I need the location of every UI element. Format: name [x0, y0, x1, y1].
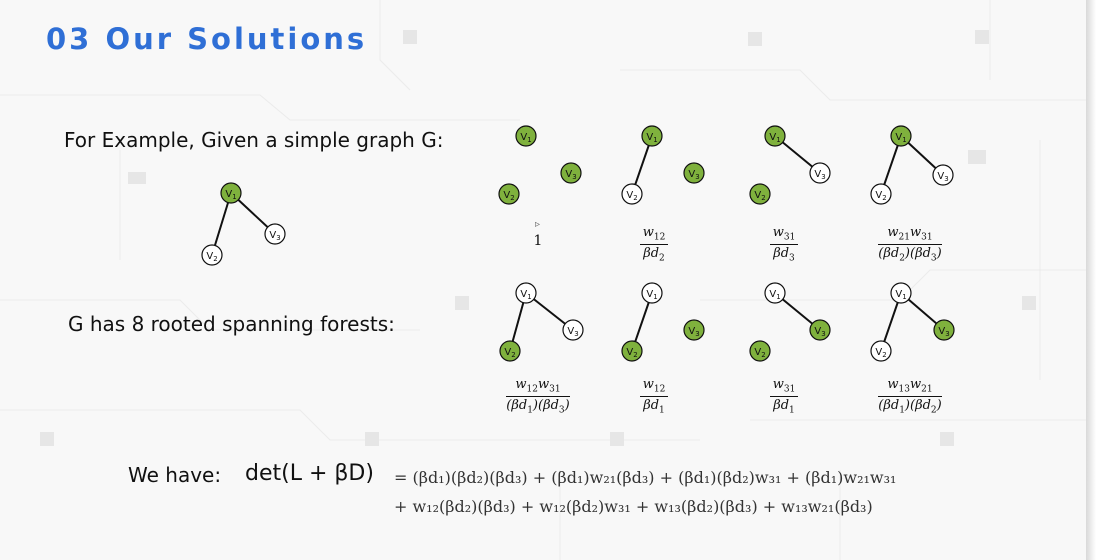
forest-weight-8: w13w21 (βd1)(βd2): [878, 377, 942, 416]
node-v3: V3: [562, 319, 584, 341]
svg-text:V1: V1: [520, 132, 531, 144]
svg-text:V2: V2: [504, 347, 515, 359]
svg-text:V2: V2: [206, 251, 217, 263]
node-v2: V2: [621, 183, 643, 205]
forests-label: G has 8 rooted spanning forests:: [68, 312, 395, 336]
spanning-forest-3: V1 V2 V3: [749, 125, 831, 205]
spanning-forest-7: V1 V2 V3: [749, 282, 831, 362]
forest-weight-4: w21w31 (βd2)(βd3): [878, 225, 942, 264]
svg-text:V3: V3: [814, 169, 825, 181]
svg-text:V2: V2: [875, 347, 886, 359]
node-v3: V3: [933, 319, 955, 341]
forest-weight-2: w12 βd2: [604, 225, 704, 263]
node-v3: V3: [932, 164, 954, 186]
forest-weight-7: w31 βd1: [734, 377, 834, 415]
edge-v1-v2: [211, 192, 232, 256]
node-v3: V3: [264, 223, 286, 245]
node-v3: V3: [683, 319, 705, 341]
graph-g: V1 V2 V3: [201, 182, 286, 266]
spanning-forest-1: V1 V2 V3: [498, 125, 582, 205]
forest-weight-3: w31 βd3: [734, 225, 834, 263]
node-v2: V2: [201, 244, 223, 266]
forest-weight-5: w12w31 (βd1)(βd3): [506, 377, 570, 416]
node-v2: V2: [870, 183, 892, 205]
svg-text:V2: V2: [626, 190, 637, 202]
svg-text:V3: V3: [937, 171, 948, 183]
svg-text:V3: V3: [688, 169, 699, 181]
example-label: For Example, Given a simple graph G:: [64, 128, 444, 152]
node-v2: V2: [499, 340, 521, 362]
svg-text:V3: V3: [269, 230, 280, 242]
forest-weight-6: w12 βd1: [604, 377, 704, 415]
spanning-forest-2: V1 V2 V3: [621, 125, 705, 205]
node-v1: V1: [515, 282, 537, 304]
spanning-forest-6: V1 V2 V3: [621, 282, 705, 362]
svg-text:V2: V2: [626, 347, 637, 359]
node-v1: V1: [764, 125, 786, 147]
node-v1: V1: [641, 282, 663, 304]
svg-text:V2: V2: [754, 347, 765, 359]
node-v1: V1: [890, 125, 912, 147]
node-v3: V3: [809, 162, 831, 184]
svg-text:V3: V3: [565, 169, 576, 181]
svg-text:V3: V3: [688, 326, 699, 338]
svg-text:V1: V1: [646, 132, 657, 144]
node-v2: V2: [621, 340, 643, 362]
we-have-label: We have:: [128, 463, 222, 487]
svg-text:V2: V2: [875, 190, 886, 202]
node-v3: V3: [560, 162, 582, 184]
slide-edge: [1086, 0, 1096, 560]
node-v1: V1: [220, 182, 242, 204]
spanning-forest-4: V1 V2 V3: [870, 125, 954, 205]
svg-text:V1: V1: [769, 289, 780, 301]
node-v3: V3: [809, 319, 831, 341]
node-v1: V1: [515, 125, 537, 147]
svg-text:V3: V3: [938, 326, 949, 338]
node-v1: V1: [890, 282, 912, 304]
svg-text:V3: V3: [567, 326, 578, 338]
determinant-expression: det(L + βD): [245, 461, 374, 486]
node-v1: V1: [641, 125, 663, 147]
node-v2: V2: [870, 340, 892, 362]
node-v1: V1: [764, 282, 786, 304]
forest-weight-1: 1: [533, 233, 543, 249]
svg-text:V2: V2: [503, 190, 514, 202]
spanning-forest-8: V1 V2 V3: [870, 282, 955, 362]
node-v2: V2: [498, 183, 520, 205]
svg-text:V1: V1: [520, 289, 531, 301]
svg-text:V1: V1: [225, 189, 236, 201]
svg-text:V1: V1: [895, 289, 906, 301]
svg-text:V1: V1: [895, 132, 906, 144]
svg-text:V2: V2: [754, 190, 765, 202]
equation-line-1: = (βd₁)(βd₂)(βd₃) + (βd₁)w₂₁(βd₃) + (βd₁…: [394, 468, 897, 487]
node-v3: V3: [683, 162, 705, 184]
svg-text:V3: V3: [814, 326, 825, 338]
node-v2: V2: [749, 183, 771, 205]
node-v2: V2: [749, 340, 771, 362]
cursor-icon: ▹: [535, 219, 541, 230]
spanning-forest-5: V1 V2 V3: [499, 282, 584, 362]
svg-text:V1: V1: [646, 289, 657, 301]
page-title: 03 Our Solutions: [46, 22, 368, 56]
equation-line-2: + w₁₂(βd₂)(βd₃) + w₁₂(βd₂)w₃₁ + w₁₃(βd₂)…: [394, 497, 873, 516]
svg-text:V1: V1: [769, 132, 780, 144]
